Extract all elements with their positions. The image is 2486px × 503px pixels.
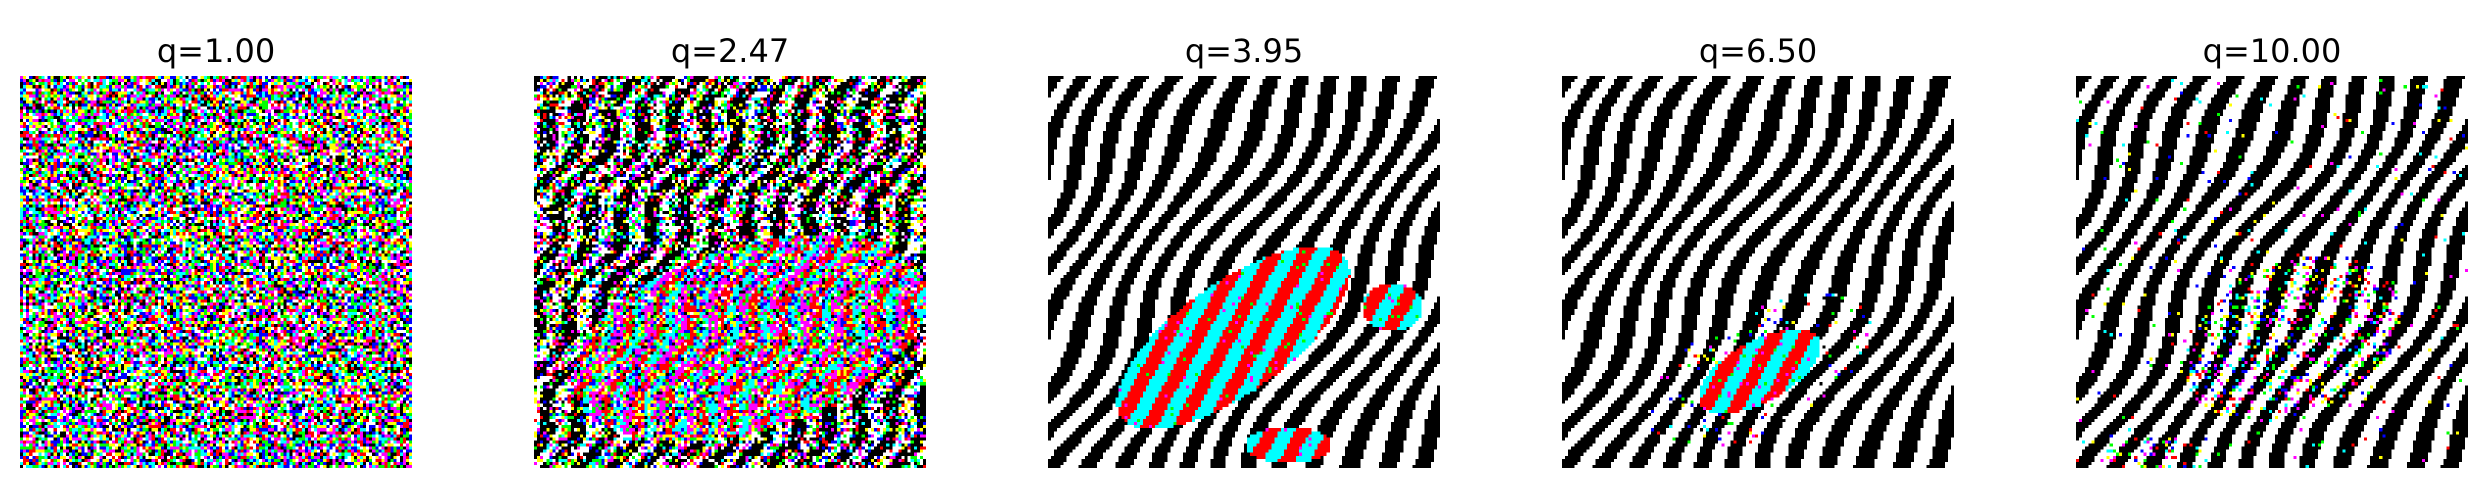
panel-title: q=1.00	[156, 32, 276, 70]
panel-3: q=6.50	[1562, 0, 1954, 503]
panel-2: q=3.95	[1048, 0, 1440, 503]
panel-4: q=10.00	[2076, 0, 2468, 503]
pattern-heatmap	[1562, 76, 1954, 468]
panel-title: q=2.47	[670, 32, 790, 70]
pattern-heatmap	[2076, 76, 2468, 468]
panel-title: q=6.50	[1698, 32, 1818, 70]
pattern-heatmap	[1048, 76, 1440, 468]
panel-1: q=2.47	[534, 0, 926, 503]
panel-title: q=10.00	[2202, 32, 2342, 70]
pattern-heatmap	[534, 76, 926, 468]
panel-0: q=1.00	[20, 0, 412, 503]
panel-title: q=3.95	[1184, 32, 1304, 70]
pattern-heatmap	[20, 76, 412, 468]
